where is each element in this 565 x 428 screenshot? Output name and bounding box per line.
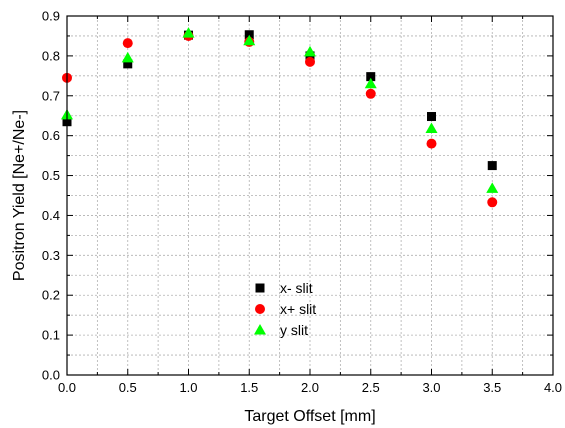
data-point <box>487 197 498 208</box>
data-point <box>121 51 134 63</box>
legend-marker <box>255 304 265 314</box>
y-axis-title: Positron Yield [Ne+/Ne-] <box>11 110 28 281</box>
data-point <box>243 34 256 46</box>
data-point <box>365 88 376 99</box>
data-point <box>427 112 436 122</box>
y-tick-label: 0.5 <box>42 168 60 183</box>
data-point <box>366 72 376 82</box>
x-tick-label: 4.0 <box>544 380 562 395</box>
x-tick-label: 0.5 <box>119 380 137 395</box>
y-tick-label: 0.6 <box>42 128 60 143</box>
data-point <box>123 59 133 69</box>
tick-labels: 0.0 0.5 1.0 1.5 2.0 2.5 3.0 3.5 4.0 0.0 0.1 0.2 0.3 0… <box>42 9 562 396</box>
y-tick-label: 0.3 <box>42 248 60 263</box>
x-tick-label: 3.5 <box>483 380 501 395</box>
data-point <box>426 138 437 149</box>
y-tick-label: 0.0 <box>42 368 60 383</box>
data-point <box>364 77 377 89</box>
x-tick-label: 1.5 <box>240 380 258 395</box>
y-tick-label: 0.4 <box>42 208 60 223</box>
legend: x- slit x+ slit y slit <box>254 280 316 338</box>
x-tick-label: 3.0 <box>422 380 440 395</box>
data-point <box>487 161 497 171</box>
data-points <box>61 27 499 208</box>
data-point <box>122 38 133 49</box>
grid <box>67 16 553 375</box>
data-point <box>304 45 316 57</box>
y-tick-label: 0.7 <box>42 88 60 103</box>
plot-frame <box>66 15 554 376</box>
legend-marker <box>255 283 265 293</box>
x-tick-label: 2.5 <box>362 380 380 395</box>
legend-label: x+ slit <box>280 301 316 317</box>
x-tick-label: 2.0 <box>301 380 319 395</box>
legend-marker <box>254 324 266 335</box>
y-tick-label: 0.8 <box>42 48 60 63</box>
data-point <box>182 27 195 38</box>
data-point <box>486 182 499 193</box>
data-point <box>425 122 438 133</box>
y-tick-label: 0.9 <box>42 9 60 24</box>
data-point <box>305 56 315 67</box>
y-tick-label: 0.2 <box>42 288 60 303</box>
x-tick-label: 1.0 <box>179 380 197 395</box>
y-tick-label: 0.1 <box>42 328 60 343</box>
x-tick-label: 0.0 <box>58 380 76 395</box>
legend-label: x- slit <box>280 280 313 296</box>
legend-label: y slit <box>280 322 308 338</box>
series-y-slit <box>61 27 499 193</box>
x-axis-title: Target Offset [mm] <box>244 408 375 425</box>
